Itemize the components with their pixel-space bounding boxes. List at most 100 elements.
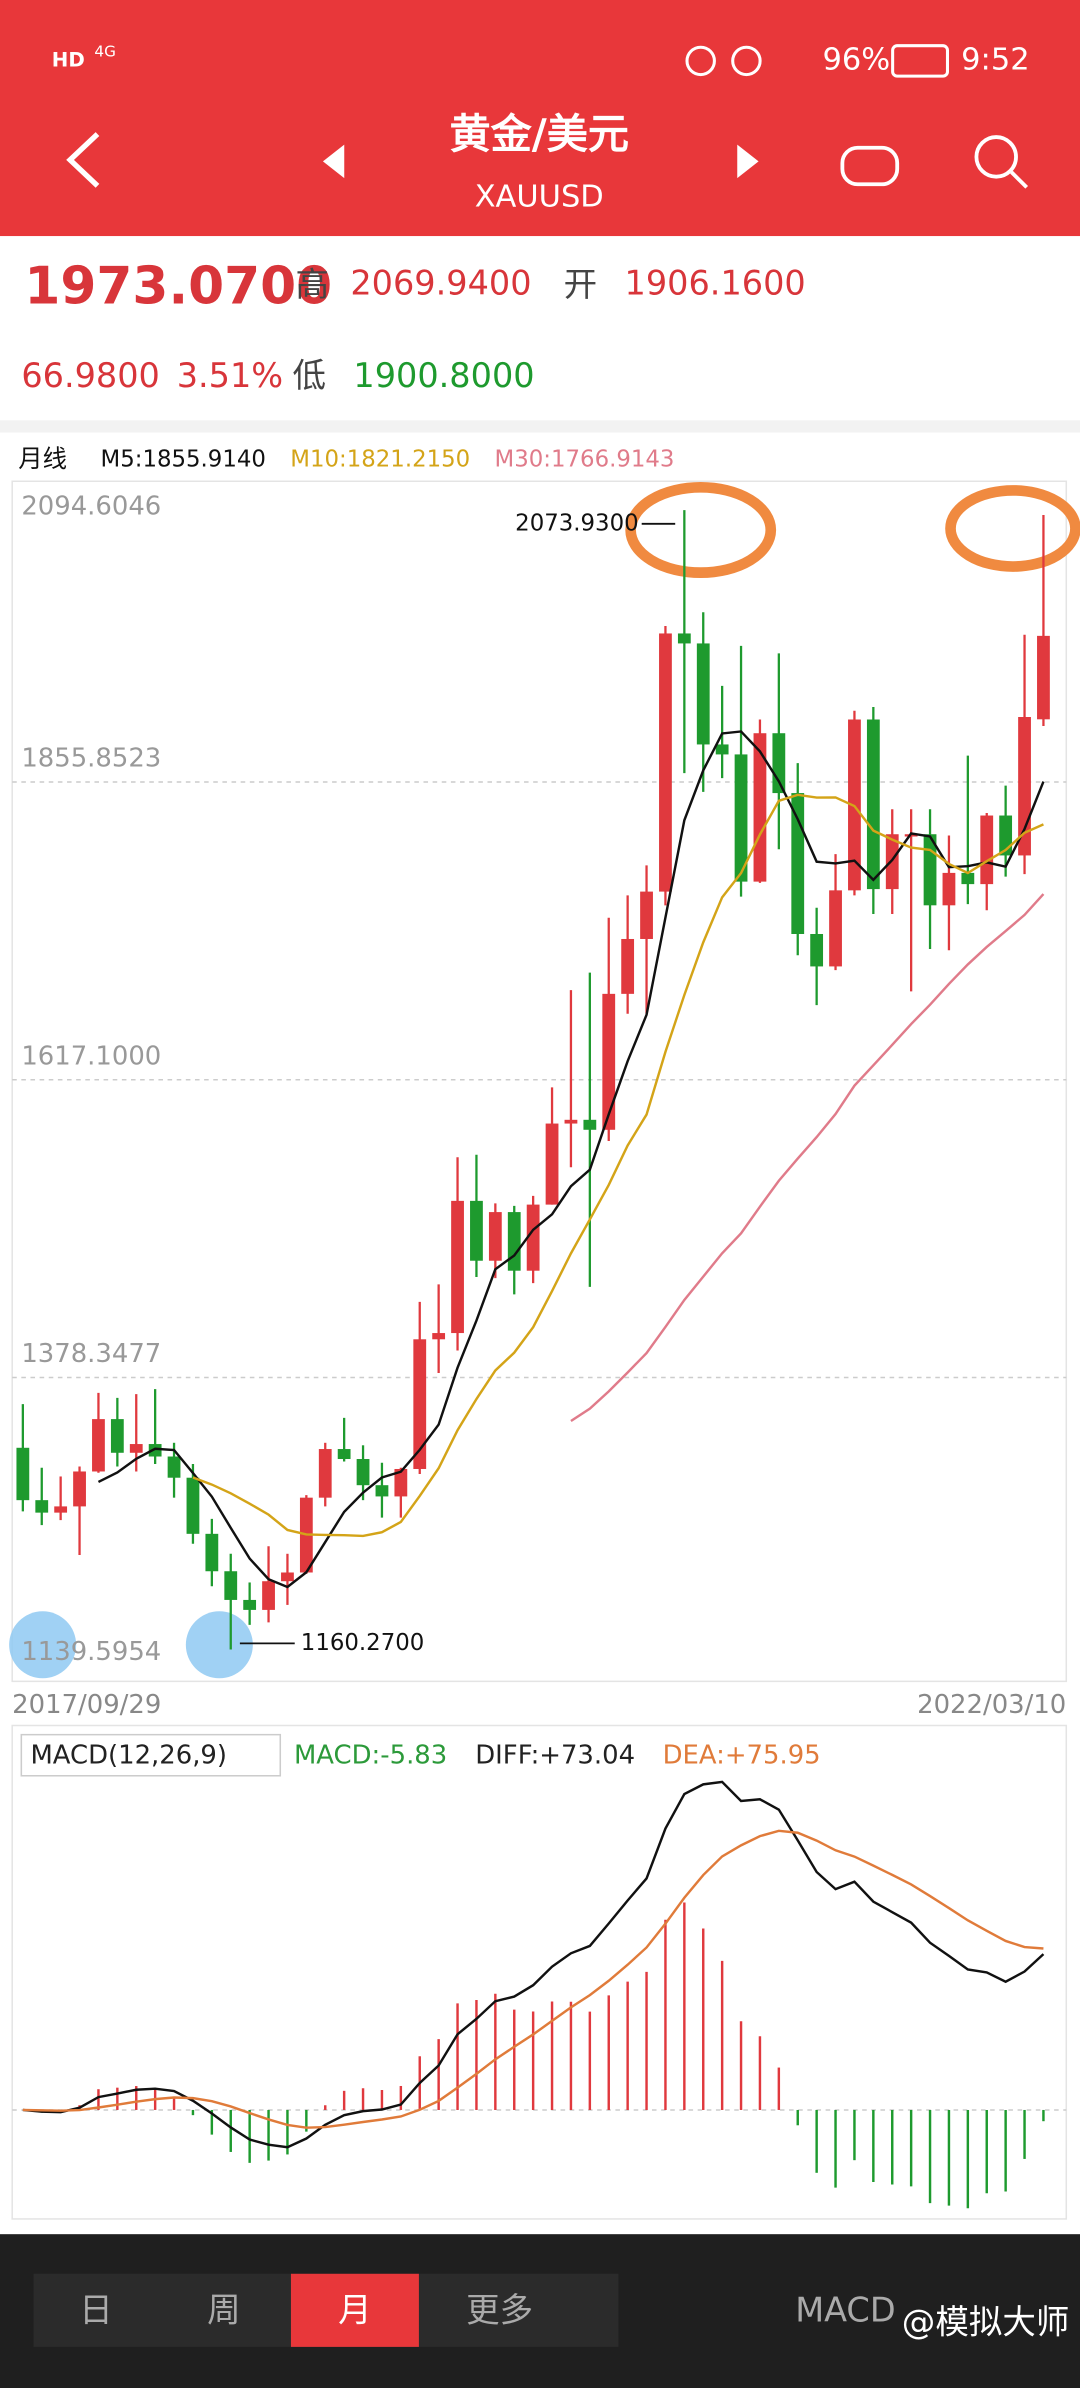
next-button[interactable] (737, 144, 759, 179)
time: 9:52 (961, 42, 1029, 77)
candle-body (375, 1485, 389, 1497)
ma-line (192, 793, 1044, 1538)
back-button[interactable] (66, 132, 100, 188)
tab-active-bg (290, 2273, 419, 2347)
tab[interactable]: 周 (207, 2290, 241, 2329)
candle-body (470, 1200, 483, 1261)
battery-icon (891, 44, 949, 78)
y-tick-label: 1855.8523 (21, 744, 161, 774)
candle-body (129, 1444, 143, 1453)
candle-body (167, 1456, 181, 1478)
candle-body (583, 1119, 597, 1130)
candle-body (16, 1447, 30, 1501)
tab[interactable]: 更多 (466, 2290, 533, 2329)
candle-body (772, 733, 786, 794)
eye-icon (685, 45, 716, 77)
x-tick-label: 2017/09/29 (12, 1690, 161, 1720)
candle-body (602, 993, 616, 1130)
candle-body (507, 1212, 521, 1271)
open-label: 开 (564, 265, 598, 304)
price: 1973.0700 (24, 256, 332, 316)
indicator-button[interactable]: MACD (795, 2290, 895, 2329)
hd: HD (52, 48, 85, 71)
robot-button[interactable] (840, 145, 900, 187)
candle-body (999, 815, 1013, 856)
tab[interactable]: 月 (338, 2290, 372, 2329)
candle-body (243, 1599, 257, 1610)
candle-body (205, 1533, 219, 1572)
candle-body (432, 1333, 446, 1340)
dea-value: DEA:+75.95 (663, 1740, 821, 1770)
ma-legend: M30:1766.9143 (495, 446, 675, 472)
macd-selector[interactable] (20, 1733, 282, 1777)
candle-body (866, 719, 880, 890)
macd-value: MACD:-5.83 (294, 1740, 447, 1770)
candle-body (318, 1449, 332, 1498)
high: 2069.9400 (350, 263, 531, 302)
candle-body (1018, 717, 1031, 856)
candle-body (413, 1339, 427, 1469)
candle-body (356, 1459, 370, 1486)
prev-button[interactable] (322, 144, 345, 179)
expand-button[interactable] (9, 1611, 77, 1679)
low-label: 低 (292, 356, 326, 395)
subtitle: XAUUSD (475, 179, 604, 214)
highlight (625, 482, 777, 578)
y-tick-label: 1139.5954 (21, 1637, 161, 1667)
header-bg (0, 0, 1080, 237)
ma-line (570, 893, 1045, 1423)
diff-value: DIFF:+73.04 (475, 1740, 635, 1770)
candle-body (791, 793, 805, 934)
candle-body (677, 633, 691, 644)
candle-body (659, 633, 672, 892)
macd-line (22, 1780, 1045, 2149)
chart-frame (11, 480, 1068, 1683)
search-button[interactable] (974, 135, 1018, 179)
candle-body (488, 1212, 502, 1261)
candle-body (753, 733, 767, 882)
separator (0, 420, 1080, 433)
zoom-button[interactable] (185, 1611, 253, 1679)
low: 1900.8000 (353, 356, 534, 395)
highlight (945, 485, 1080, 572)
change: 66.9800 (21, 356, 160, 395)
candle-body (337, 1449, 351, 1460)
candle-body (110, 1419, 124, 1453)
ma-legend: M10:1821.2150 (290, 446, 470, 472)
change-pct: 3.51% (177, 356, 283, 395)
tab[interactable]: 日 (79, 2290, 113, 2329)
open: 1906.1600 (625, 263, 806, 302)
candle-body (621, 938, 635, 994)
high-label: 高 (296, 265, 330, 304)
candle-body (186, 1477, 200, 1534)
battery: 96% (823, 42, 891, 77)
y-tick-label: 1378.3477 (21, 1339, 161, 1369)
candle-body (35, 1500, 49, 1513)
y-tick-label: 2094.6046 (21, 492, 161, 522)
candle-body (810, 933, 824, 967)
candle-body (148, 1444, 162, 1457)
candle-body (980, 815, 994, 885)
period-label: 月线 (18, 444, 67, 473)
candle-body (451, 1200, 464, 1334)
annotation: 2073.9300 (515, 510, 638, 536)
candle-body (545, 1123, 559, 1205)
watermark: @模拟大师 (902, 2303, 1070, 2342)
candle-body (262, 1581, 275, 1610)
candle-body (54, 1506, 68, 1513)
ma-legend: M5:1855.9140 (101, 446, 266, 472)
candle-body (715, 744, 729, 755)
candle-body (696, 643, 710, 745)
macd-line (22, 1829, 1044, 2129)
candle-body (394, 1468, 408, 1497)
y-tick-label: 1617.1000 (21, 1041, 161, 1071)
search-handle (1010, 170, 1029, 189)
candle-body (1037, 635, 1050, 720)
candle-body (281, 1572, 294, 1582)
candle-body (942, 872, 956, 906)
candle-body (73, 1471, 86, 1507)
candle-body (829, 890, 842, 967)
candle-body (526, 1204, 540, 1271)
